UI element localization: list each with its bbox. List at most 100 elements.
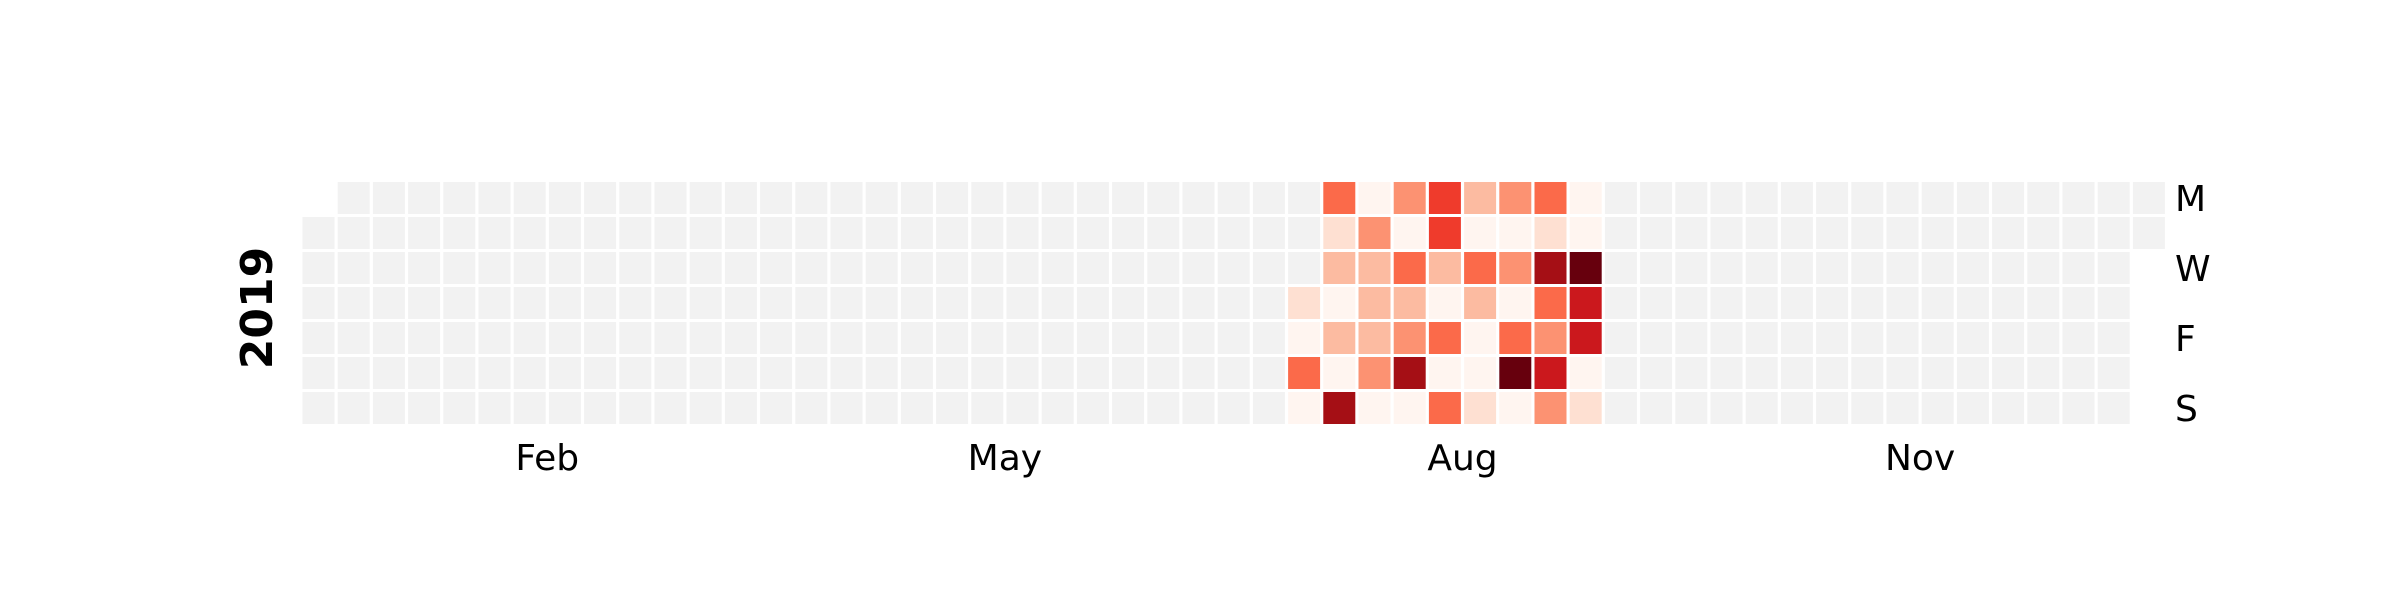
day-cell-empty <box>443 322 476 354</box>
day-cell-empty <box>1886 357 1919 389</box>
day-cell-empty <box>372 252 405 284</box>
day-cell-empty <box>1992 287 2025 319</box>
day-cell-empty <box>1992 217 2025 249</box>
day-cell-empty <box>619 182 652 214</box>
day-cell-empty <box>1745 392 1778 424</box>
day-cell-empty <box>2132 182 2165 214</box>
day-cell-empty <box>795 217 828 249</box>
day-cell-empty <box>760 392 793 424</box>
day-cell-empty <box>1886 322 1919 354</box>
day-cell-empty <box>1076 357 1109 389</box>
day-cell-empty <box>619 217 652 249</box>
day-cell-empty <box>2062 357 2095 389</box>
day-cell-empty <box>478 322 511 354</box>
day-cell-empty <box>760 357 793 389</box>
day-cell-empty <box>1252 287 1285 319</box>
day-cell-empty <box>1147 322 1180 354</box>
day-cell-empty <box>936 287 969 319</box>
day-cell <box>1569 182 1602 214</box>
day-cell-empty <box>1675 322 1708 354</box>
day-cell-empty <box>1710 287 1743 319</box>
day-cell <box>1323 217 1356 249</box>
day-cell <box>1569 287 1602 319</box>
day-cell-empty <box>865 217 898 249</box>
day-cell <box>1358 392 1391 424</box>
day-cell <box>1358 357 1391 389</box>
day-cell <box>1358 182 1391 214</box>
day-cell-empty <box>2062 392 2095 424</box>
day-cell-empty <box>1710 322 1743 354</box>
day-cell-empty <box>2097 182 2130 214</box>
day-cell-empty <box>1816 182 1849 214</box>
day-cell-empty <box>1640 322 1673 354</box>
day-cell-empty <box>2097 217 2130 249</box>
year-label: 2019 <box>232 247 283 369</box>
day-cell-empty <box>1041 357 1074 389</box>
day-cell-empty <box>1217 217 1250 249</box>
day-cell-empty <box>1182 392 1215 424</box>
day-cell-empty <box>1780 252 1813 284</box>
day-cell-empty <box>1992 182 2025 214</box>
day-cell-empty <box>443 287 476 319</box>
day-cell-empty <box>2062 217 2095 249</box>
day-cell-empty <box>1147 217 1180 249</box>
day-cell-empty <box>971 252 1004 284</box>
day-cell-empty <box>1217 392 1250 424</box>
day-cell-empty <box>337 287 370 319</box>
day-cell-empty <box>513 357 546 389</box>
day-cell-empty <box>1640 357 1673 389</box>
day-cell-empty <box>1182 252 1215 284</box>
day-cell-empty <box>1112 287 1145 319</box>
day-cell-empty <box>1851 217 1884 249</box>
day-cell-empty <box>795 182 828 214</box>
day-cell-empty <box>1112 182 1145 214</box>
day-cell-empty <box>971 357 1004 389</box>
day-cell-empty <box>584 252 617 284</box>
day-cell <box>1323 322 1356 354</box>
day-cell-empty <box>689 322 722 354</box>
day-cell <box>1428 217 1461 249</box>
day-cell <box>1534 217 1567 249</box>
day-cell-empty <box>1076 322 1109 354</box>
day-cell-empty <box>513 322 546 354</box>
day-cell-empty <box>1816 392 1849 424</box>
day-cell-empty <box>1745 182 1778 214</box>
day-cell-empty <box>1921 392 1954 424</box>
day-cell-empty <box>936 252 969 284</box>
day-cell-empty <box>1147 182 1180 214</box>
day-cell-empty <box>548 182 581 214</box>
day-cell-empty <box>619 357 652 389</box>
day-cell-empty <box>1252 357 1285 389</box>
day-cell-empty <box>1675 252 1708 284</box>
day-cell-empty <box>1886 252 1919 284</box>
day-cell-empty <box>1252 322 1285 354</box>
day-cell-empty <box>760 322 793 354</box>
day-cell-empty <box>900 392 933 424</box>
day-cell-empty <box>1921 322 1954 354</box>
day-cell-empty <box>1041 217 1074 249</box>
day-cell-empty <box>1112 322 1145 354</box>
day-cell-empty <box>1640 287 1673 319</box>
day-cell-empty <box>724 357 757 389</box>
day-cell-empty <box>654 322 687 354</box>
day-cell-empty <box>1041 287 1074 319</box>
day-cell-empty <box>1006 392 1039 424</box>
day-cell-empty <box>1710 182 1743 214</box>
day-cell-empty <box>1252 252 1285 284</box>
day-cell <box>1464 217 1497 249</box>
day-cell-empty <box>2097 392 2130 424</box>
day-cell <box>1428 287 1461 319</box>
day-cell <box>1499 217 1532 249</box>
day-cell-empty <box>1851 322 1884 354</box>
day-cell-empty <box>408 182 441 214</box>
day-cell <box>1534 357 1567 389</box>
day-cell-empty <box>654 182 687 214</box>
day-cell-empty <box>1851 357 1884 389</box>
day-cell-empty <box>1745 287 1778 319</box>
day-cell-empty <box>1816 322 1849 354</box>
day-cell <box>1499 357 1532 389</box>
day-cell <box>1288 392 1321 424</box>
day-cell-empty <box>1147 287 1180 319</box>
day-cell-empty <box>1604 182 1637 214</box>
